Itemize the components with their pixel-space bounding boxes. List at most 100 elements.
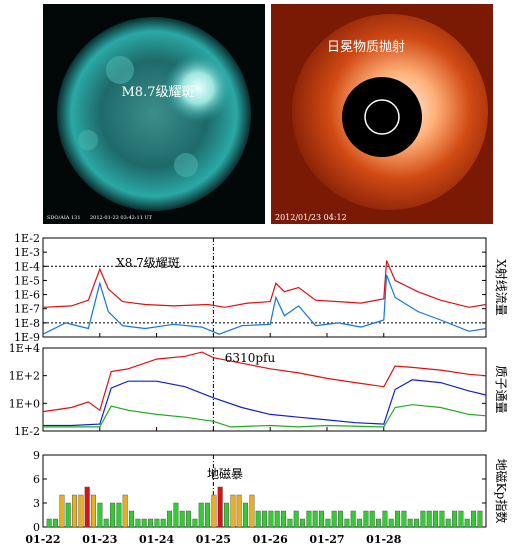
kp-bar bbox=[255, 510, 261, 528]
kp-bar bbox=[185, 510, 191, 528]
kp-bar bbox=[166, 510, 172, 528]
kp-bar bbox=[344, 518, 350, 528]
xray-ytick-label: 1E-9 bbox=[14, 331, 40, 344]
x-tick-label: 01-22 bbox=[25, 533, 60, 546]
kp-bar bbox=[223, 502, 229, 528]
kp-bar bbox=[325, 518, 331, 528]
xray-ytick-label: 1E-7 bbox=[14, 303, 40, 316]
xray-series-0-line bbox=[42, 260, 487, 308]
kp-bar bbox=[179, 510, 185, 528]
proton-frame bbox=[42, 347, 487, 432]
xray-ytick-label: 1E-5 bbox=[14, 274, 40, 287]
kp-bar bbox=[262, 510, 268, 528]
kp-bar bbox=[401, 510, 407, 528]
kp-bar bbox=[300, 518, 306, 528]
kp-bar bbox=[78, 494, 84, 528]
charts-area: 1E-2 1E-31E-41E-5 1E-61E-71E-81E-9 X射线流量 1E+… bbox=[9, 232, 509, 546]
kp-bar bbox=[154, 518, 160, 528]
kp-bar bbox=[306, 510, 312, 528]
kp-bar bbox=[128, 510, 134, 528]
kp-bar bbox=[293, 510, 299, 528]
kp-bar bbox=[109, 502, 115, 528]
kp-bar bbox=[59, 494, 65, 528]
xray-ytick-label: 1E-3 bbox=[14, 246, 40, 259]
sdo-image: M8.7级耀斑 SDO/AIA 131 2012-01-23 03:42:11 … bbox=[43, 4, 265, 224]
kp-bar bbox=[376, 518, 382, 528]
kp-annotation: 地磁暴 bbox=[207, 466, 243, 481]
kp-bar bbox=[160, 518, 166, 528]
kp-bar bbox=[90, 494, 96, 528]
proton-ytick-label: 1E+0 bbox=[9, 397, 40, 410]
sun-outline-circle bbox=[364, 99, 400, 135]
kp-bar bbox=[141, 518, 147, 528]
kp-bar bbox=[135, 518, 141, 528]
xray-series-1-line bbox=[42, 274, 487, 335]
x-tick-label: 01-26 bbox=[253, 533, 289, 546]
kp-bar bbox=[97, 502, 103, 528]
kp-bar bbox=[242, 502, 248, 528]
sdo-footer-right: 2012-01-23 03:42:11 UT bbox=[90, 215, 153, 221]
kp-bar bbox=[477, 510, 483, 528]
lasco-caption: 日冕物质抛射 bbox=[327, 39, 405, 55]
x-tick-label: 01-25 bbox=[196, 533, 231, 546]
active-region-3 bbox=[78, 130, 98, 150]
kp-bar bbox=[388, 518, 394, 528]
kp-bar bbox=[230, 494, 236, 528]
kp-ytick-label: 3 bbox=[33, 497, 40, 510]
kp-bar bbox=[363, 510, 369, 528]
xray-ytick-label: 1E-4 bbox=[14, 260, 40, 273]
kp-bar bbox=[198, 502, 204, 528]
kp-bar bbox=[357, 518, 363, 528]
proton-series-1-line bbox=[43, 379, 487, 427]
xray-frame bbox=[42, 237, 487, 338]
kp-bar bbox=[274, 510, 280, 528]
active-region-2 bbox=[174, 153, 198, 177]
kp-bar bbox=[319, 510, 325, 528]
xray-ytick-label: 1E-6 bbox=[14, 289, 40, 302]
proton-ytick-label: 1E+4 bbox=[9, 342, 40, 355]
kp-bar bbox=[65, 502, 71, 528]
proton-ytick-label: 1E+2 bbox=[9, 370, 40, 383]
sdo-footer-left: SDO/AIA 131 bbox=[47, 215, 81, 221]
x-tick-label: 01-24 bbox=[139, 533, 175, 546]
kp-bar bbox=[369, 510, 375, 528]
kp-bar bbox=[287, 518, 293, 528]
kp-bar bbox=[445, 518, 451, 528]
kp-ylabel: 地磁Kp指数 bbox=[494, 459, 509, 524]
proton-annotation: 6310pfu bbox=[225, 351, 276, 365]
kp-bar bbox=[395, 510, 401, 528]
kp-bar bbox=[420, 510, 426, 528]
x-tick-label: 01-27 bbox=[309, 533, 344, 546]
sun-disk bbox=[57, 17, 251, 211]
kp-bar bbox=[281, 510, 287, 528]
kp-bar bbox=[350, 510, 356, 528]
kp-bar bbox=[268, 510, 274, 528]
kp-bar bbox=[439, 510, 445, 528]
flare-region bbox=[164, 54, 232, 122]
kp-bar bbox=[426, 510, 432, 528]
kp-bar bbox=[122, 494, 128, 528]
kp-bar bbox=[471, 510, 477, 528]
kp-bar bbox=[192, 518, 198, 528]
kp-bar bbox=[211, 494, 217, 528]
x-tick-label: 01-23 bbox=[82, 533, 117, 546]
kp-bar bbox=[236, 494, 242, 528]
kp-bar bbox=[84, 486, 90, 528]
xray-ytick-label: 1E-8 bbox=[14, 317, 40, 330]
kp-bar bbox=[116, 502, 122, 528]
kp-bar bbox=[249, 494, 255, 528]
kp-bar bbox=[53, 518, 59, 528]
kp-bar bbox=[173, 502, 179, 528]
xray-ylabel: X射线流量 bbox=[494, 259, 509, 316]
occulter-disk bbox=[342, 77, 422, 157]
proton-series-0-line bbox=[42, 351, 487, 413]
proton-ytick-label: 1E-2 bbox=[14, 425, 40, 438]
kp-bar bbox=[458, 510, 464, 528]
kp-bar bbox=[71, 494, 77, 528]
kp-bar bbox=[46, 518, 52, 528]
kp-ytick-label: 0 bbox=[33, 521, 40, 534]
lasco-timestamp: 2012/01/23 04:12 bbox=[275, 213, 347, 222]
proton-ylabel: 质子通量 bbox=[494, 365, 508, 413]
kp-bar bbox=[147, 518, 153, 528]
